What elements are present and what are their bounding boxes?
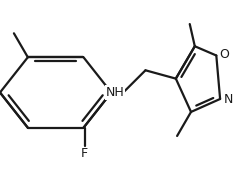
Text: O: O [219,48,229,61]
Text: NH: NH [105,86,124,99]
Text: N: N [223,93,232,106]
Text: F: F [81,147,88,160]
